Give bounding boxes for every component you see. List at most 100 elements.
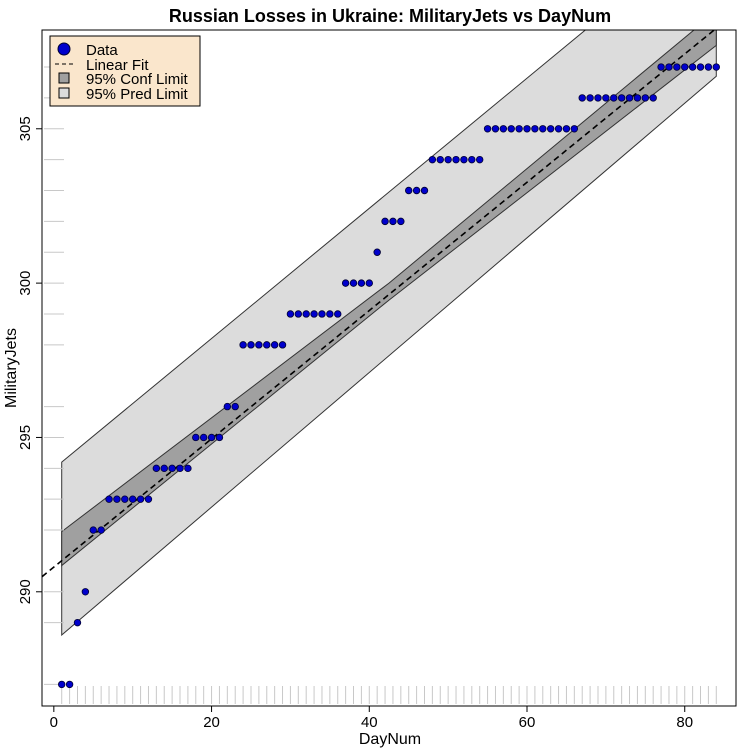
legend-label-conf: 95% Conf Limit xyxy=(86,71,189,88)
data-point xyxy=(255,341,263,349)
data-point xyxy=(121,495,129,503)
data-point xyxy=(673,63,681,71)
data-point xyxy=(483,125,492,133)
data-point xyxy=(397,217,405,226)
x-tick-label: 40 xyxy=(361,714,378,731)
data-point xyxy=(625,94,634,102)
data-point xyxy=(641,94,650,102)
data-point xyxy=(81,588,90,596)
data-point xyxy=(365,279,373,287)
data-point xyxy=(570,125,579,133)
data-point xyxy=(452,155,460,164)
data-point xyxy=(89,526,97,534)
data-point xyxy=(73,618,82,627)
data-point xyxy=(239,341,247,349)
data-point xyxy=(326,310,334,318)
data-point xyxy=(105,495,113,503)
data-point xyxy=(223,402,232,411)
data-point xyxy=(602,94,610,102)
legend-data-symbol xyxy=(57,42,71,56)
data-point xyxy=(649,94,657,102)
data-point xyxy=(310,310,318,318)
data-point xyxy=(357,279,366,287)
data-point xyxy=(334,310,342,318)
x-tick-label: 0 xyxy=(50,714,58,731)
chart-title: Russian Losses in Ukraine: MilitaryJets … xyxy=(169,6,611,26)
plot-frame xyxy=(41,29,737,707)
x-tick-label: 20 xyxy=(203,714,220,731)
data-point xyxy=(341,279,350,287)
legend-label-data: Data xyxy=(86,42,118,59)
data-point xyxy=(696,63,705,71)
data-point xyxy=(278,341,287,349)
data-point xyxy=(594,94,602,102)
x-tick-label: 80 xyxy=(676,714,693,731)
data-point xyxy=(657,63,665,71)
y-axis: 290 295 300 305 xyxy=(17,116,42,604)
data-point xyxy=(610,94,618,102)
data-point xyxy=(389,217,397,226)
data-point xyxy=(405,186,413,195)
data-point xyxy=(373,248,381,256)
data-point xyxy=(554,125,563,133)
y-tick-label: 305 xyxy=(17,116,34,141)
confidence-band xyxy=(61,30,717,567)
data-point xyxy=(436,155,444,164)
data-point xyxy=(128,495,137,503)
data-point xyxy=(349,279,358,287)
data-point xyxy=(263,341,271,349)
data-point xyxy=(468,155,476,164)
data-point xyxy=(444,155,452,164)
data-point xyxy=(58,680,66,689)
fit-line xyxy=(42,30,716,578)
data-point xyxy=(144,495,153,503)
legend: Data Linear Fit 95% Conf Limit 95% Pred … xyxy=(49,35,201,107)
legend-box xyxy=(49,35,201,107)
data-point xyxy=(302,310,310,318)
data-point xyxy=(539,125,547,133)
data-point xyxy=(381,217,389,226)
data-point xyxy=(617,94,626,102)
data-point xyxy=(65,680,74,689)
x-axis-label: DayNum xyxy=(359,731,421,748)
points-layer xyxy=(58,63,720,689)
data-point xyxy=(578,94,586,102)
data-point xyxy=(215,433,224,442)
y-tick-label: 290 xyxy=(17,579,34,604)
data-point xyxy=(318,310,326,318)
data-point xyxy=(665,63,673,71)
data-point xyxy=(199,433,208,442)
legend-pred-symbol xyxy=(58,87,70,99)
x-tick-label: 60 xyxy=(519,714,536,731)
x-axis: 0 20 40 60 80 xyxy=(50,706,693,731)
data-point xyxy=(294,310,303,318)
data-point xyxy=(152,464,161,473)
data-point xyxy=(499,125,508,133)
y-tick-label: 300 xyxy=(17,271,34,296)
data-point xyxy=(286,310,295,318)
data-point xyxy=(192,433,200,442)
data-point xyxy=(523,125,531,133)
data-point xyxy=(184,464,192,473)
data-point xyxy=(562,125,571,133)
data-point xyxy=(704,63,713,71)
fit-layer xyxy=(42,30,716,578)
data-point xyxy=(531,125,539,133)
bands-layer xyxy=(61,30,717,637)
data-point xyxy=(247,341,255,349)
data-point xyxy=(586,94,594,102)
y-axis-label: MilitaryJets xyxy=(3,328,20,408)
data-point xyxy=(207,433,216,442)
data-point xyxy=(712,63,720,71)
data-point xyxy=(168,464,176,473)
data-point xyxy=(176,464,184,473)
data-point xyxy=(412,186,421,195)
data-point xyxy=(515,125,523,133)
data-point xyxy=(97,526,105,534)
data-point xyxy=(231,402,239,411)
data-point xyxy=(491,125,500,133)
data-point xyxy=(428,155,437,164)
data-point xyxy=(136,495,145,503)
legend-label-fit: Linear Fit xyxy=(86,57,149,74)
